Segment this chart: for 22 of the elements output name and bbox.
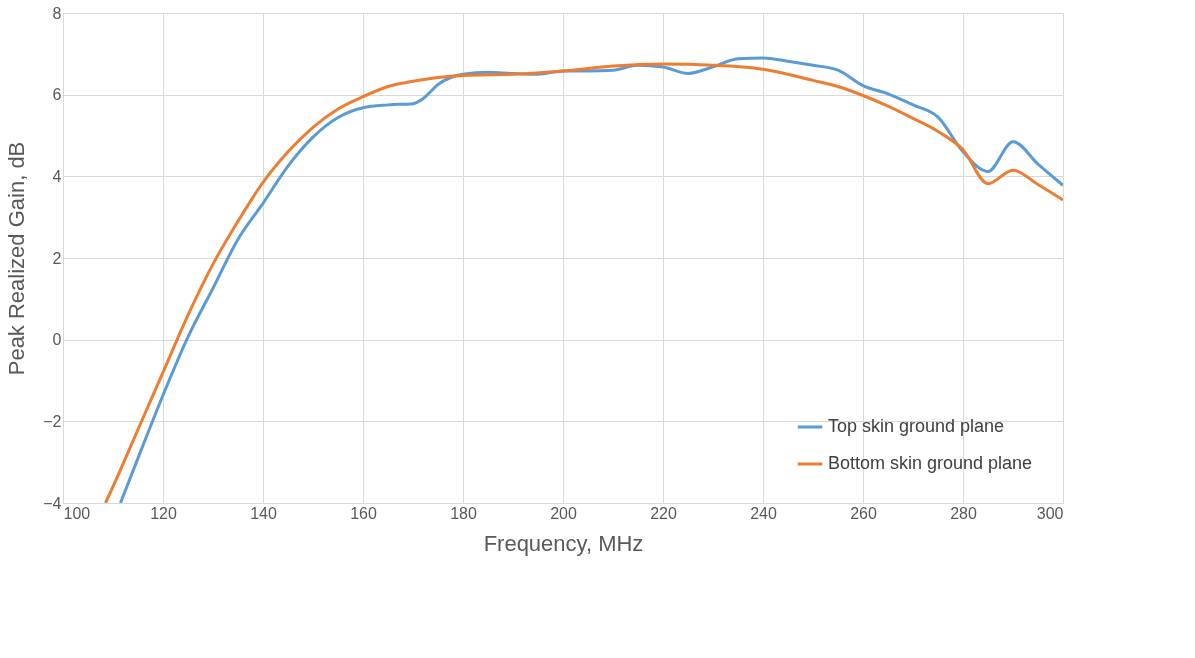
x-tick-label: 300 [1036,504,1064,522]
x-tick-label: 280 [950,504,977,522]
legend-label: Bottom skin ground plane [828,453,1033,473]
x-tick-label: 100 [63,504,91,522]
y-tick-label: 4 [52,167,62,185]
x-tick-label: 180 [450,504,477,522]
y-tick-label: −4 [43,494,62,512]
y-tick-label: 0 [52,331,62,349]
x-tick-label: 220 [650,504,677,522]
y-tick-label: −2 [43,412,62,430]
y-tick-label: 2 [52,249,62,267]
x-tick-label: 200 [550,504,577,522]
x-tick-label: 140 [250,504,277,522]
x-tick-label: 120 [150,504,177,522]
x-tick-label: 160 [350,504,377,522]
y-axis-title: Peak Realized Gain, dB [4,141,30,376]
x-tick-label: 260 [850,504,877,522]
x-axis-title: Frequency, MHz [483,530,644,556]
legend-label: Top skin ground plane [828,416,1005,436]
x-tick-label: 240 [750,504,777,522]
y-tick-label: 6 [52,86,62,104]
y-tick-label: 8 [52,4,62,22]
